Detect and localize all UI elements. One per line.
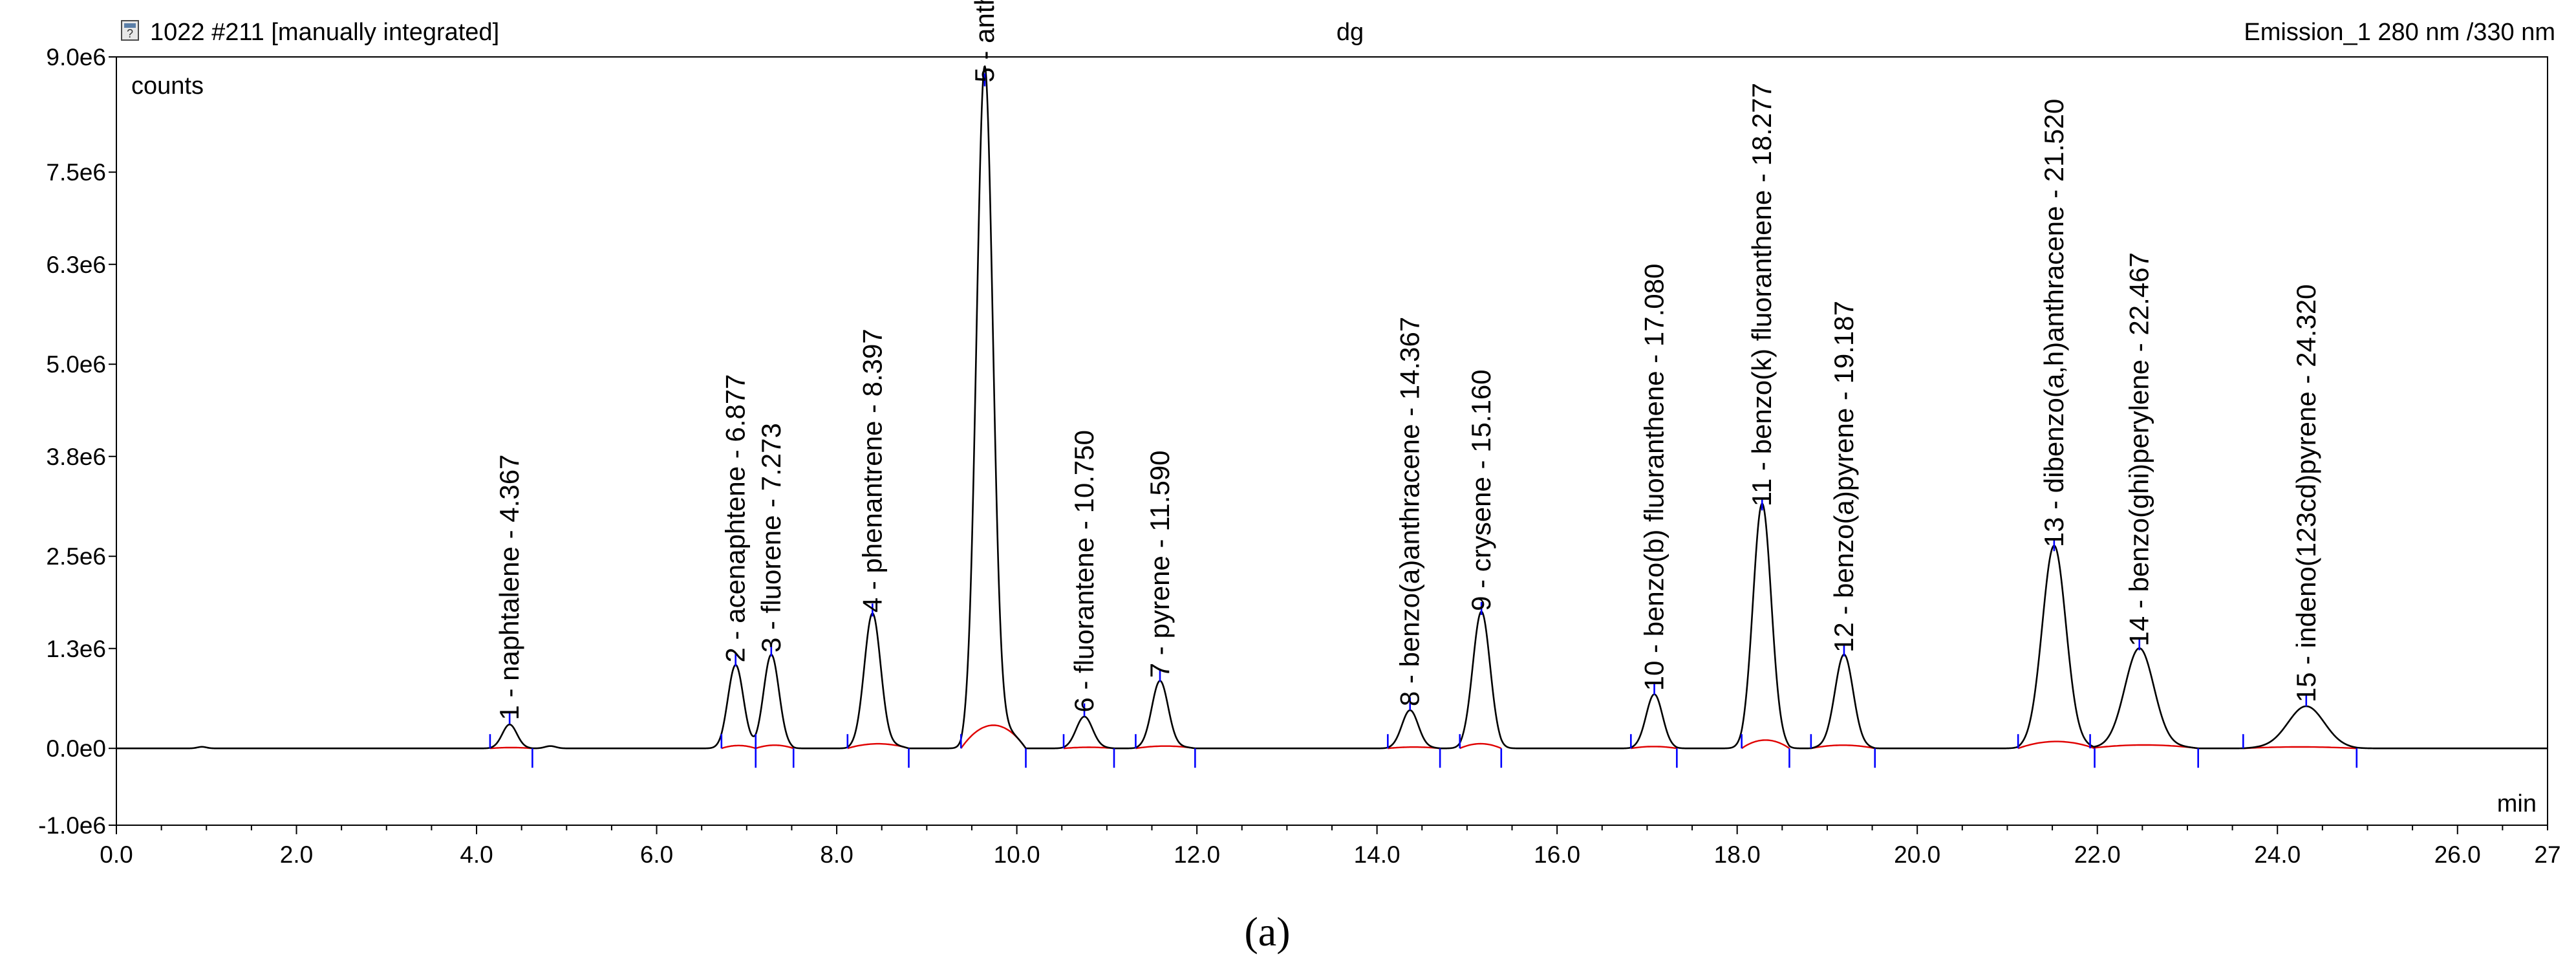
peak-label-6: 6 - fluorantene - 10.750 xyxy=(1069,430,1099,713)
baseline-peak-9 xyxy=(1459,742,1502,750)
baseline-peak-3 xyxy=(755,744,794,750)
x-tick-label-14: 27 xyxy=(2534,841,2560,868)
peak-label-10: 10 - benzo(b) fluoranthene - 17.080 xyxy=(1639,264,1669,691)
chromatogram-trace xyxy=(116,65,2548,750)
x-tick-label-7: 14.0 xyxy=(1354,841,1401,868)
x-tick-label-6: 12.0 xyxy=(1174,841,1220,868)
peak-label-9: 9 - crysene - 15.160 xyxy=(1466,369,1496,611)
x-tick-label-13: 26.0 xyxy=(2434,841,2481,868)
peak-label-8: 8 - benzo(a)anthracene - 14.367 xyxy=(1395,317,1425,706)
report-document-icon: ? xyxy=(121,20,139,41)
peak-label-15: 15 - indeno(123cd)pyrene - 24.320 xyxy=(2291,284,2321,702)
baseline-peak-11 xyxy=(1741,739,1790,750)
peak-label-7: 7 - pyrene - 11.590 xyxy=(1144,450,1175,678)
baseline-peak-2 xyxy=(721,744,757,750)
integration-markers xyxy=(489,73,2358,768)
figure-caption: (a) xyxy=(1244,909,1290,955)
baseline-peak-15 xyxy=(2243,746,2357,750)
peak-label-3: 3 - fluorene - 7.273 xyxy=(756,423,786,653)
y-tick-label-0: 9.0e6 xyxy=(46,44,106,70)
peak-label-13: 13 - dibenzo(a,h)anthracene - 21.520 xyxy=(2039,99,2069,547)
x-tick-label-10: 20.0 xyxy=(1894,841,1940,868)
x-tick-label-0: 0.0 xyxy=(100,841,133,868)
x-tick-label-4: 8.0 xyxy=(820,841,853,868)
y-axis-label: counts xyxy=(131,72,204,100)
peak-label-2: 2 - acenaphtene - 6.877 xyxy=(720,374,751,662)
baseline-peak-8 xyxy=(1388,746,1441,750)
baseline-peak-12 xyxy=(1810,744,1875,750)
x-tick-label-1: 2.0 xyxy=(280,841,313,868)
baseline-peak-14 xyxy=(2090,744,2198,750)
y-axis: 9.0e6 7.5e6 6.3e6 5.0e6 3.8e6 2.5e6 1.3e6 0.0e0… xyxy=(38,44,116,839)
peak-label-11: 11 - benzo(k) fluoranthene - 18.277 xyxy=(1746,83,1777,506)
y-tick-label-5: 2.5e6 xyxy=(46,543,106,570)
header-detector-info: Emission_1 280 nm /330 nm xyxy=(2244,19,2555,46)
x-tick-label-12: 24.0 xyxy=(2254,841,2301,868)
x-tick-label-11: 22.0 xyxy=(2074,841,2121,868)
x-tick-label-8: 16.0 xyxy=(1534,841,1580,868)
y-tick-label-8: -1.0e6 xyxy=(38,812,106,839)
header-sample-info: 1022 #211 [manually integrated] xyxy=(150,19,499,46)
baseline-peak-10 xyxy=(1631,746,1677,750)
peak-label-5: 5 - anthracene - 9.643 xyxy=(969,0,1000,83)
y-tick-label-2: 6.3e6 xyxy=(46,252,106,278)
header-title: dg xyxy=(1336,19,1364,46)
y-tick-label-7: 0.0e0 xyxy=(46,735,106,762)
peak-labels: 1 - naphtalene - 4.367 2 - acenaphtene - … xyxy=(494,0,2321,720)
peak-label-1: 1 - naphtalene - 4.367 xyxy=(494,455,524,720)
y-tick-label-4: 3.8e6 xyxy=(46,444,106,470)
x-tick-label-2: 4.0 xyxy=(460,841,493,868)
baseline-peak-13 xyxy=(2017,740,2095,750)
y-tick-label-3: 5.0e6 xyxy=(46,351,106,378)
x-axis: 0.0 2.0 4.0 6.0 8.0 10.0 12.0 14.0 16.0 18.0 20.0 2… xyxy=(100,825,2561,868)
integration-baselines xyxy=(489,724,2357,750)
x-tick-label-5: 10.0 xyxy=(994,841,1040,868)
x-axis-label: min xyxy=(2497,790,2537,817)
x-tick-label-9: 18.0 xyxy=(1714,841,1761,868)
y-tick-label-6: 1.3e6 xyxy=(46,636,106,662)
baseline-peak-6 xyxy=(1063,746,1115,750)
svg-text:?: ? xyxy=(127,27,133,40)
peak-label-14: 14 - benzo(ghi)perylene - 22.467 xyxy=(2124,252,2154,646)
y-tick-label-1: 7.5e6 xyxy=(46,159,106,186)
x-tick-label-3: 6.0 xyxy=(640,841,673,868)
peak-label-12: 12 - benzo(a)pyrene - 19.187 xyxy=(1829,301,1859,653)
peak-label-4: 4 - phenantrene - 8.397 xyxy=(857,329,887,612)
